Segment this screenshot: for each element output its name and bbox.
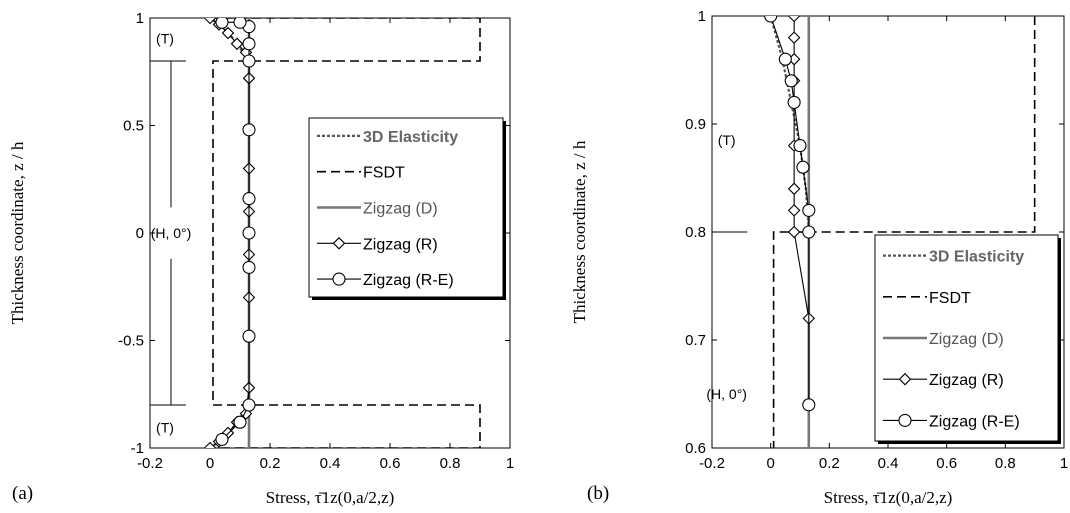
legend-marker xyxy=(332,237,346,250)
data-point xyxy=(802,398,816,412)
y-tick-label: 0 xyxy=(136,225,144,242)
y-axis-title: Thickness coordinate, z / h xyxy=(570,140,589,323)
x-tick-label: 1 xyxy=(1060,455,1068,472)
y-tick-label: 0.9 xyxy=(685,116,706,133)
data-point xyxy=(764,16,778,23)
legend-marker xyxy=(898,372,912,386)
legend-label: FSDT xyxy=(363,165,405,182)
data-point xyxy=(793,139,807,153)
data-point xyxy=(242,260,256,274)
x-tick-label: 0 xyxy=(206,455,214,472)
y-tick-label: 1 xyxy=(136,10,144,27)
data-point xyxy=(787,95,801,109)
legend-label: Zigzag (R-E) xyxy=(929,413,1020,430)
data-point xyxy=(242,329,256,343)
x-tick-label: 0 xyxy=(766,455,774,472)
data-point xyxy=(787,204,801,217)
x-axis-title: Stress, τ̄1z(0,a/2,z) xyxy=(266,488,395,507)
legend-label: Zigzag (D) xyxy=(929,331,1004,348)
data-point xyxy=(784,74,798,88)
data-point xyxy=(221,26,235,40)
layer-label: (T) xyxy=(718,132,736,148)
data-point xyxy=(242,398,256,412)
data-point xyxy=(215,432,229,446)
panel-label: (a) xyxy=(12,483,33,504)
y-tick-label: 1 xyxy=(698,8,706,25)
legend-label: 3D Elasticity xyxy=(929,249,1024,266)
data-point xyxy=(242,226,256,240)
layer-label: (H, 0°) xyxy=(706,386,747,402)
x-tick-label: -0.2 xyxy=(699,455,725,472)
layer-label: (T) xyxy=(156,420,174,436)
y-tick-label: -0.5 xyxy=(118,333,144,350)
data-point xyxy=(233,415,247,429)
x-tick-label: -0.2 xyxy=(137,455,163,472)
legend-marker xyxy=(898,413,912,427)
data-point xyxy=(242,192,256,206)
layer-label: (T) xyxy=(156,30,174,46)
series-line-3 xyxy=(793,16,810,319)
legend: 3D Elasticity FSDT Zigzag (D) Zigzag (R) Zig… xyxy=(308,117,506,300)
data-point xyxy=(802,203,816,217)
y-tick-label: 0.6 xyxy=(685,440,706,457)
x-tick-label: 0.8 xyxy=(995,455,1016,472)
legend: 3D Elasticity FSDT Zigzag (D) Zigzag (R) Zig… xyxy=(874,234,1061,444)
y-tick-label: 0.5 xyxy=(123,118,144,135)
x-tick-label: 1 xyxy=(506,455,514,472)
series-line-1 xyxy=(210,18,481,448)
legend-marker xyxy=(332,272,346,286)
data-point xyxy=(802,225,816,239)
series-layer xyxy=(203,18,481,448)
chart-panel-b: -0.2 0 0.2 0.4 0.6 0.8 1 0.6 0.7 0.8 0.9 1 Stress, τ… xyxy=(570,8,1068,507)
y-tick-label: -1 xyxy=(131,440,144,457)
data-point xyxy=(242,123,256,137)
series-layer xyxy=(764,16,1036,448)
data-point xyxy=(787,182,801,196)
data-point xyxy=(242,54,256,68)
x-tick-label: 0.8 xyxy=(440,455,461,472)
data-point xyxy=(787,31,801,44)
x-tick-label: 0.6 xyxy=(936,455,957,472)
y-tick-label: 0.7 xyxy=(685,332,706,349)
x-axis-title: Stress, τ̄1z(0,a/2,z) xyxy=(824,488,953,507)
x-tick-label: 0.4 xyxy=(320,455,341,472)
data-point xyxy=(215,18,229,29)
chart-panel-a: -0.2 0 0.2 0.4 0.6 0.8 1 -1 -0.5 0 0.5 1 Stress, τ̄1… xyxy=(8,10,514,507)
x-tick-label: 0.4 xyxy=(878,455,899,472)
data-point xyxy=(796,160,810,174)
legend-label: Zigzag (D) xyxy=(363,201,438,218)
legend-label: Zigzag (R) xyxy=(929,372,1004,389)
y-tick-label: 0.8 xyxy=(685,224,706,241)
legend-label: Zigzag (R-E) xyxy=(363,272,454,289)
x-tick-label: 0.6 xyxy=(380,455,401,472)
x-tick-label: 0.2 xyxy=(260,455,281,472)
legend-label: 3D Elasticity xyxy=(363,129,458,146)
layer-label: (H, 0°) xyxy=(151,225,192,241)
data-point xyxy=(233,18,247,29)
legend-label: FSDT xyxy=(929,290,971,307)
data-point xyxy=(203,18,217,25)
data-point xyxy=(778,52,792,66)
data-point xyxy=(787,16,801,23)
y-axis-title: Thickness coordinate, z / h xyxy=(8,141,27,324)
data-point xyxy=(230,37,244,51)
panel-label: (b) xyxy=(587,483,609,504)
legend-label: Zigzag (R) xyxy=(363,236,438,253)
data-point xyxy=(203,441,217,448)
data-point xyxy=(242,37,256,51)
data-point xyxy=(787,225,801,239)
x-tick-label: 0.2 xyxy=(819,455,840,472)
